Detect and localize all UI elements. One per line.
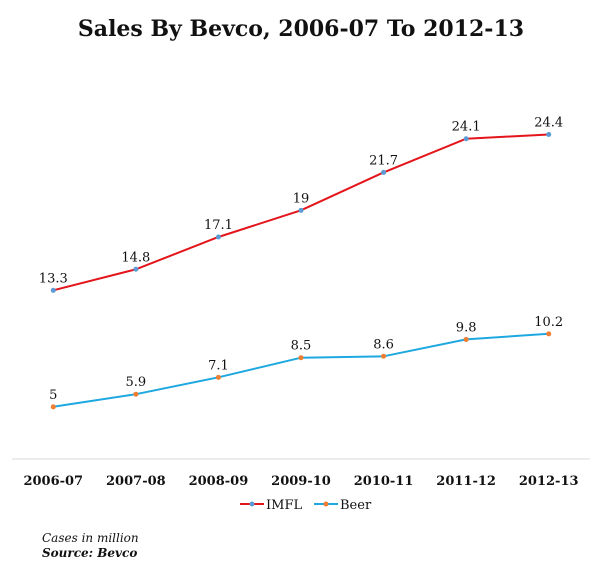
x-tick-label: 2006-07 [23, 474, 83, 489]
x-tick-label: 2011-12 [436, 474, 496, 489]
data-label-imfl: 14.8 [121, 250, 150, 265]
legend-item-imfl: IMFL [240, 498, 302, 513]
data-point-beer [546, 331, 552, 337]
series-layer: 13.3 14.8 17.1 19 21.7 24.1 24.4 5 5.9 7.1 8.5 8.6 9… [39, 116, 563, 410]
x-tick-label: 2007-08 [106, 474, 166, 489]
data-label-imfl: 24.4 [534, 116, 563, 131]
data-label-imfl: 17.1 [204, 218, 233, 233]
data-label-imfl: 13.3 [39, 271, 68, 286]
data-point-imfl [463, 136, 469, 142]
chart-title: Sales By Bevco, 2006-07 To 2012-13 [78, 16, 524, 42]
data-label-beer: 7.1 [208, 358, 229, 373]
data-label-beer: 9.8 [456, 320, 477, 335]
data-point-imfl [381, 169, 387, 175]
data-point-beer [133, 391, 139, 397]
data-point-beer [463, 336, 469, 342]
data-point-imfl [133, 266, 139, 272]
x-tick-label: 2009-10 [271, 474, 331, 489]
series-beer: 5 5.9 7.1 8.5 8.6 9.8 10.2 [49, 315, 563, 410]
legend-item-beer: Beer [314, 498, 372, 513]
legend: IMFL Beer [240, 498, 372, 513]
data-label-beer: 5 [49, 388, 57, 403]
source-note: Source: Bevco [42, 546, 138, 560]
x-tick-label: 2012-13 [519, 474, 579, 489]
data-point-imfl [50, 287, 56, 293]
series-imfl: 13.3 14.8 17.1 19 21.7 24.1 24.4 [39, 116, 563, 293]
data-label-beer: 5.9 [126, 375, 147, 390]
data-point-imfl [215, 234, 221, 240]
legend-marker-imfl [249, 501, 255, 507]
data-label-imfl: 24.1 [452, 120, 481, 135]
units-note: Cases in million [42, 531, 139, 545]
data-point-imfl [298, 207, 304, 213]
legend-label-beer: Beer [340, 498, 372, 513]
data-label-beer: 10.2 [534, 315, 563, 330]
data-label-imfl: 19 [293, 191, 310, 206]
legend-marker-beer [323, 501, 329, 507]
x-tick-label: 2008-09 [189, 474, 249, 489]
data-point-imfl [546, 132, 552, 138]
data-point-beer [215, 374, 221, 380]
data-point-beer [298, 355, 304, 361]
x-tick-label: 2010-11 [354, 474, 414, 489]
x-tick-labels: 2006-07 2007-08 2008-09 2009-10 2010-11 2011-… [23, 474, 578, 489]
data-point-beer [381, 353, 387, 359]
legend-label-imfl: IMFL [266, 498, 302, 513]
data-label-beer: 8.5 [291, 339, 312, 354]
data-label-beer: 8.6 [373, 337, 394, 352]
data-point-beer [50, 404, 56, 410]
data-label-imfl: 21.7 [369, 153, 398, 168]
